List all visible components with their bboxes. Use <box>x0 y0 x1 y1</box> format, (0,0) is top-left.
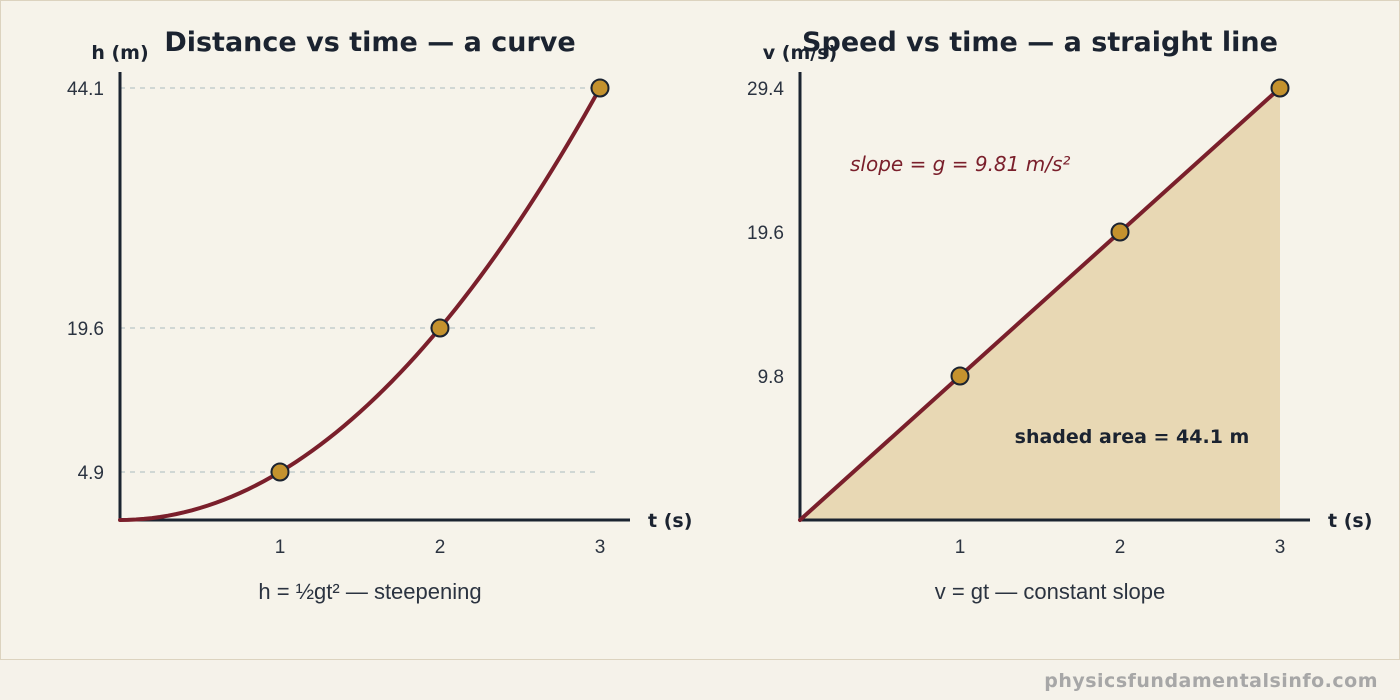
y-tick-label: 4.9 <box>78 463 104 484</box>
chart-title: Distance vs time — a curve <box>164 27 575 58</box>
distance-time-chart: Distance vs time — a curve h (m) t (s) 1 2 3 4… <box>67 27 692 604</box>
x-tick-label: 1 <box>275 537 286 558</box>
y-axis-label: v (m/s) <box>763 42 837 64</box>
y-tick-label: 44.1 <box>67 79 104 100</box>
chart-caption: h = ½gt² — steepening <box>258 579 481 604</box>
x-tick-label: 2 <box>435 537 446 558</box>
slope-annotation: slope = g = 9.81 m/s² <box>850 152 1070 176</box>
series-line <box>798 86 1282 522</box>
series-line <box>118 86 602 522</box>
x-tick-label: 3 <box>595 537 606 558</box>
x-tick-label: 3 <box>1275 537 1286 558</box>
area-annotation: shaded area = 44.1 m <box>1015 426 1250 448</box>
x-axis-label: t (s) <box>648 510 692 532</box>
x-tick-label: 2 <box>1115 537 1126 558</box>
x-tick-label: 1 <box>955 537 966 558</box>
data-point <box>950 366 970 386</box>
data-point <box>430 318 450 338</box>
data-point <box>1270 78 1290 98</box>
data-point <box>270 462 290 482</box>
y-tick-label: 19.6 <box>747 223 784 244</box>
y-tick-label: 9.8 <box>758 367 784 388</box>
y-axis-label: h (m) <box>91 42 148 64</box>
y-tick-label: 29.4 <box>747 79 784 100</box>
x-axis-label: t (s) <box>1328 510 1372 532</box>
chart-title: Speed vs time — a straight line <box>802 27 1278 58</box>
data-point <box>1110 222 1130 242</box>
y-tick-label: 19.6 <box>67 319 104 340</box>
site-credit: physicsfundamentalsinfo.com <box>1044 670 1378 692</box>
data-point <box>590 78 610 98</box>
chart-caption: v = gt — constant slope <box>935 579 1166 604</box>
